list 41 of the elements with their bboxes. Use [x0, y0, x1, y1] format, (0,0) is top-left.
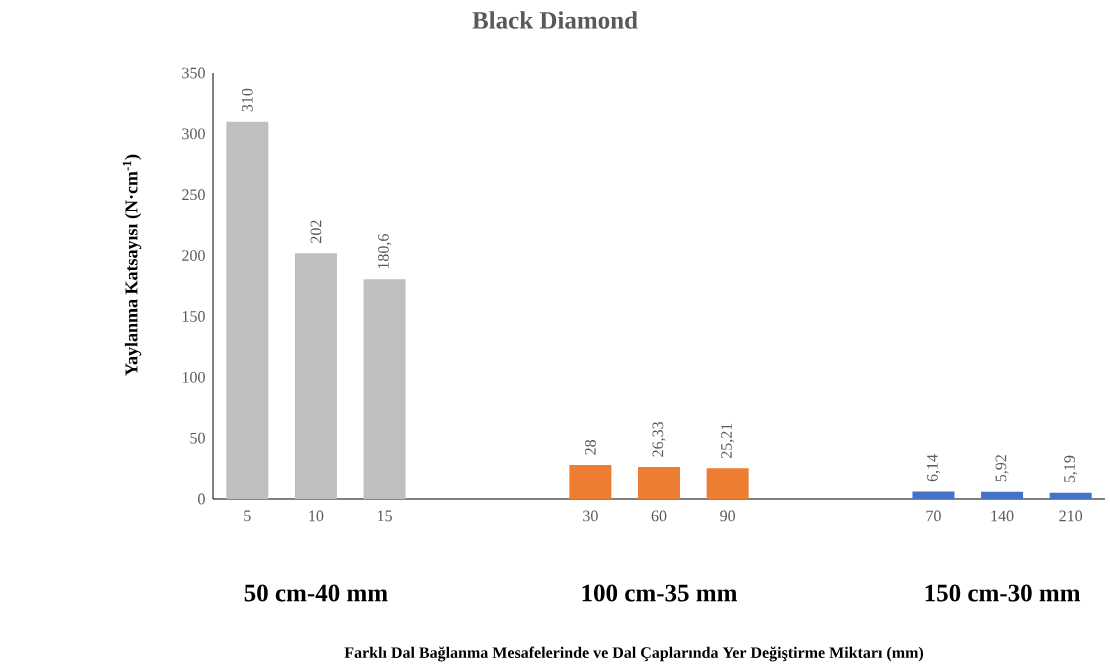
data-label: 28: [585, 439, 596, 455]
bar: [1049, 492, 1092, 499]
y-tick-label: 300: [182, 128, 205, 140]
bar: [363, 279, 406, 499]
bar: [706, 468, 749, 499]
text: 100 cm-35 mm: [582, 584, 738, 602]
data-label: 310: [241, 88, 253, 112]
x-tick-label: 90: [720, 510, 736, 522]
chart-title: Black Diamond: [472, 11, 638, 29]
bar: [294, 253, 337, 499]
bar: [912, 491, 955, 499]
data-label: 5,92: [995, 455, 1009, 482]
y-tick-label: 100: [182, 371, 205, 383]
x-tick-label: 60: [651, 510, 667, 522]
data-label: 6,14: [926, 454, 940, 482]
y-axis-title: Yaylanma Katsayısı (N·cm$^{-1}$): [122, 154, 142, 376]
y-tick-label: 50: [190, 432, 205, 444]
text: 50 cm-40 mm: [244, 584, 388, 602]
bar: [638, 466, 681, 499]
x-tick-label: 70: [926, 510, 941, 522]
data-label: 202: [310, 220, 322, 243]
x-tick-label: 30: [583, 510, 598, 522]
x-tick-label: 15: [377, 510, 392, 522]
bar: [569, 464, 612, 499]
y-tick-label: 200: [182, 250, 205, 261]
y-tick-label: 250: [182, 189, 205, 201]
x-tick-label: 210: [1059, 510, 1083, 522]
data-label: 5,19: [1064, 455, 1078, 483]
data-label: 180,6: [378, 234, 392, 269]
data-label: 26,33: [652, 422, 666, 457]
bar: [981, 491, 1024, 499]
y-tick-label: 350: [182, 67, 205, 79]
y-tick-label: 0: [198, 493, 205, 505]
y-tick-label: 150: [182, 311, 205, 322]
x-tick-label: 10: [309, 510, 324, 522]
data-label: 25,21: [721, 423, 735, 459]
x-tick-label: 140: [991, 510, 1014, 522]
x-tick-label: 5: [244, 510, 251, 522]
bar: [226, 121, 269, 499]
text: 150 cm-30 mm: [925, 584, 1081, 602]
text: Farklı Dal Bağlanma Mesafelerinde ve Dal Çaplarında Yer Değiştirme Miktarı (mm): [344, 646, 924, 662]
